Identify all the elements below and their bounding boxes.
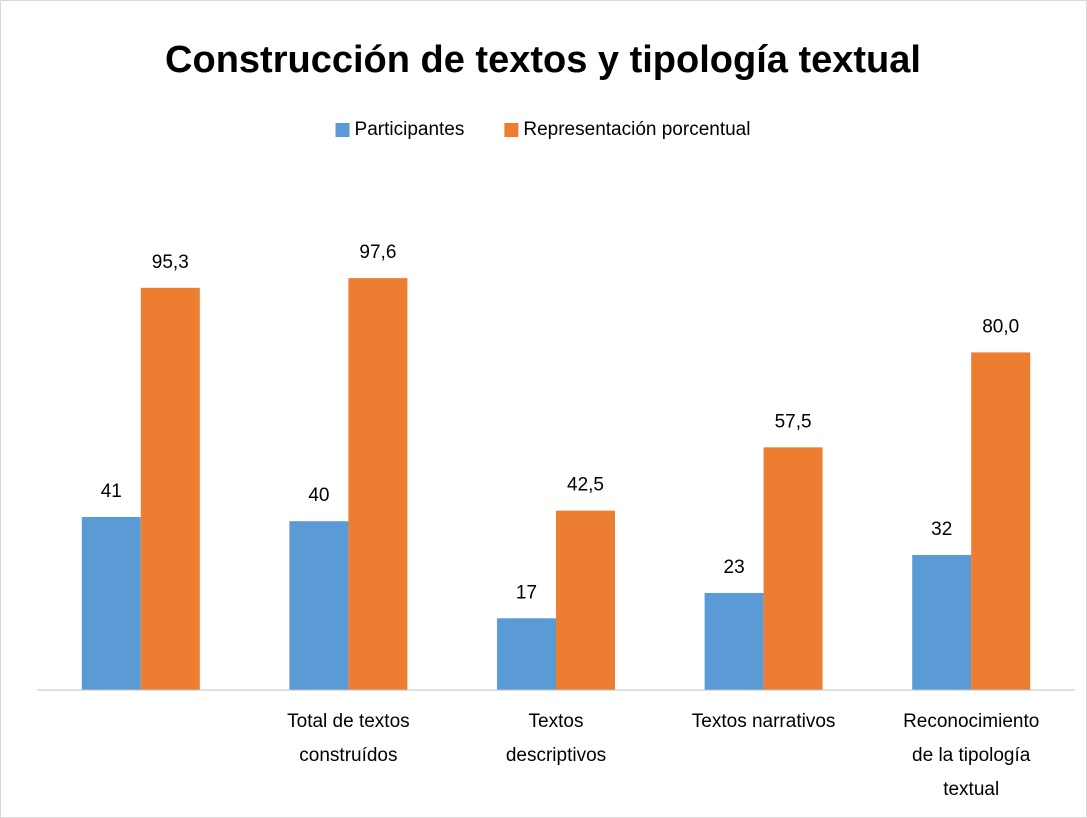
bar [140,287,200,690]
data-label: 42,5 [567,475,604,496]
x-tick-label: Reconocimiento de la tipología textual [903,711,1039,800]
legend-label: Participantes [355,119,465,140]
data-label: 57,5 [775,411,812,432]
x-tick-label: Textos descriptivos [506,711,606,766]
data-label: 23 [724,557,745,578]
x-tick-label: Total de textos construídos [287,711,410,766]
x-tick-label: Textos narrativos [692,711,836,732]
data-label: 97,6 [359,242,396,263]
data-label: 41 [101,481,122,502]
legend-label: Representación porcentual [523,119,750,140]
data-label: 80,0 [982,316,1019,337]
bar [704,592,764,690]
data-label: 17 [516,582,537,603]
legend-swatch [335,123,350,137]
bar [348,278,408,690]
bar [912,554,972,690]
data-label: 32 [931,519,952,540]
data-label: 95,3 [152,252,189,273]
bar [289,521,349,690]
bar [763,447,823,690]
bar [81,516,141,690]
chart-title: Construcción de textos y tipología textu… [165,39,921,81]
legend-swatch [504,123,519,137]
bar [497,618,556,690]
bar [971,352,1031,690]
data-label: 40 [308,485,329,506]
bar [556,510,615,690]
